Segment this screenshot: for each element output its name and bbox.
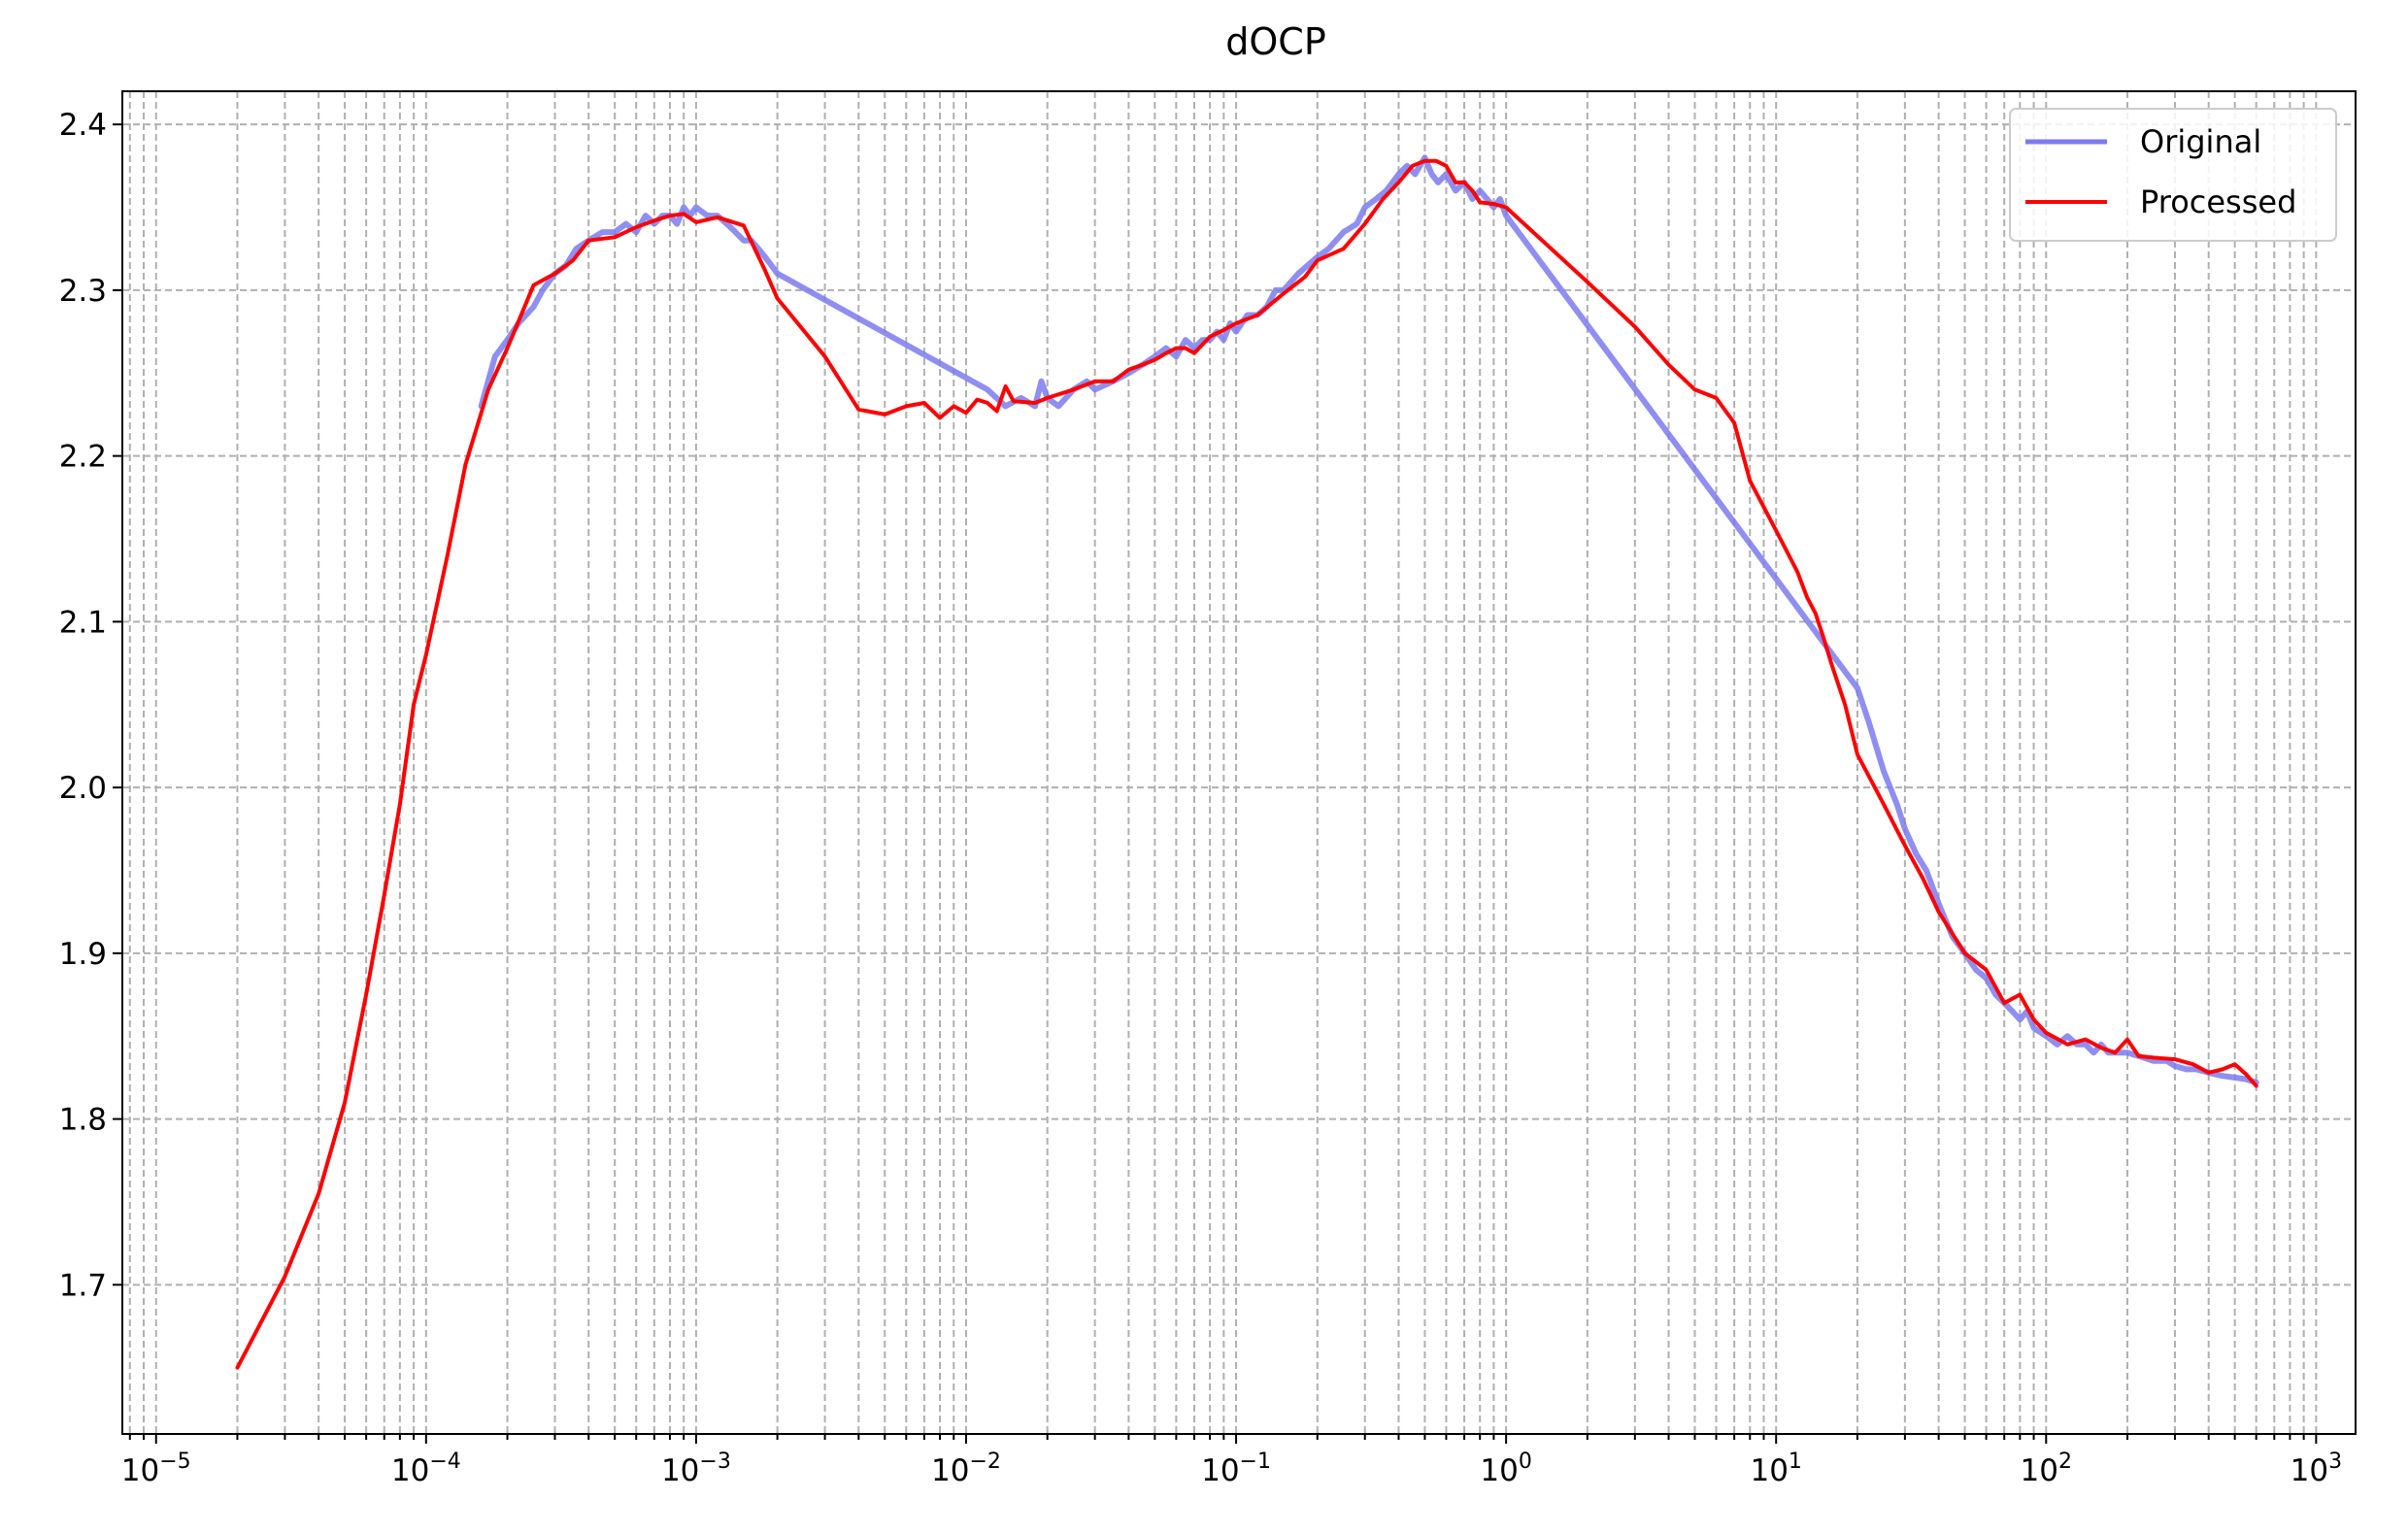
x-tick-label: 103 — [2291, 1450, 2342, 1488]
x-tick-label: 10−5 — [121, 1450, 191, 1488]
chart-title: dOCP — [1225, 20, 1325, 63]
y-tick-label: 2.4 — [59, 108, 107, 143]
y-tick-label: 2.1 — [59, 605, 107, 640]
x-tick-label: 101 — [1750, 1450, 1801, 1488]
x-tick-label: 102 — [2021, 1450, 2072, 1488]
series-line-original — [478, 154, 2259, 1085]
y-tick-label: 2.2 — [59, 440, 107, 475]
series-line-processed — [235, 158, 2258, 1370]
x-tick-label: 10−2 — [931, 1450, 1001, 1488]
y-tick-label: 2.3 — [59, 274, 107, 309]
y-tick-label: 1.7 — [59, 1268, 107, 1303]
x-tick-label: 10−1 — [1201, 1450, 1271, 1488]
x-tick-label: 10−3 — [661, 1450, 731, 1488]
y-tick-label: 2.0 — [59, 771, 107, 806]
legend-label-processed: Processed — [2140, 183, 2296, 220]
legend-label-original: Original — [2140, 123, 2261, 160]
x-tick-label: 100 — [1480, 1450, 1531, 1488]
y-tick-label: 1.8 — [59, 1103, 107, 1138]
plot-area — [235, 154, 2259, 1370]
grid — [122, 91, 2356, 1434]
legend: Original Processed — [2009, 108, 2337, 242]
y-tick-label: 1.9 — [59, 937, 107, 972]
ticks: 1.7 1.8 1.9 2.0 2.1 2.2 2.3 2.4 10−5 10−4 10−3 10−2… — [59, 108, 2342, 1488]
axes-frame — [121, 90, 2357, 1435]
x-tick-label: 10−4 — [391, 1450, 461, 1488]
